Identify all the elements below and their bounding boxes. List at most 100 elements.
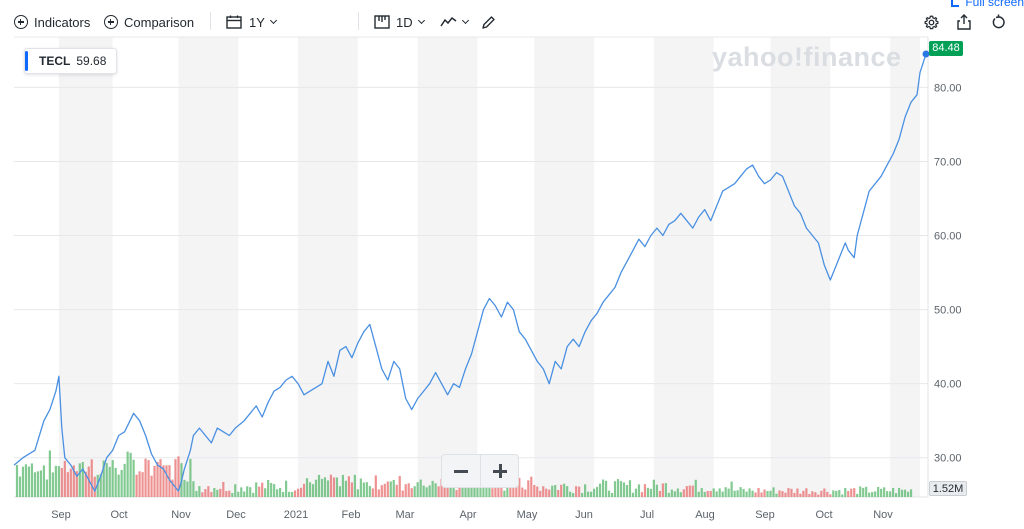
symbol-name: TECL [39,54,71,68]
volume-bar [697,491,700,497]
draw-button[interactable] [481,12,496,32]
toolbar-divider [210,12,211,30]
volume-bar [784,492,787,497]
volume-bar [228,490,231,497]
volume-bar [865,486,868,497]
volume-bar [365,482,368,497]
volume-bar [590,491,593,497]
interval-selector[interactable]: 1D [374,12,425,32]
volume-bar [886,491,889,497]
volume-bar [604,480,608,497]
volume-bar [769,490,772,497]
volume-bar [763,489,766,497]
volume-bar [153,465,156,497]
fullscreen-label: Full screen [965,0,1024,9]
volume-bar [643,484,647,497]
fullscreen-button[interactable]: Full screen [951,0,1024,9]
volume-bar [234,484,237,497]
chart-type-selector[interactable] [440,12,470,32]
volume-bar [335,477,339,497]
volume-bar [213,488,216,497]
volume-bar [36,471,40,497]
volume-bar [748,488,751,497]
volume-bar [706,490,709,497]
volume-bar [285,480,288,497]
volume-bar [189,458,192,497]
volume-bar [60,467,63,497]
volume-bar [344,480,348,497]
volume-bar [625,485,629,497]
settings-button[interactable] [924,12,939,32]
volume-bar [883,487,886,497]
volume-bar [616,479,620,497]
volume-bar [350,482,353,497]
volume-bar [685,486,688,497]
volume-bar [754,492,757,497]
volume-bar [859,486,862,497]
volume-bar [850,488,853,497]
volume-badge: 1.52M [929,481,967,496]
x-axis-labels: Sep Oct Nov Dec 2021 Feb Mar Apr May Jun Jul Aug Sep… [51,509,893,521]
volume-bar [129,452,132,497]
volume-bar [290,492,294,497]
share-button[interactable] [957,12,971,32]
symbol-legend[interactable]: TECL 59.68 [24,48,118,74]
volume-bar [177,456,180,497]
volume-bar [479,485,482,497]
volume-bar [512,479,515,497]
volume-bar [299,487,303,497]
zoom-in-button[interactable] [480,455,518,487]
shaded-band [298,37,358,497]
x-tick-label: Aug [695,509,715,521]
volume-bar [515,486,518,497]
volume-bar [66,472,69,497]
volume-bar [15,464,19,497]
volume-bar [422,485,425,497]
volume-bar [302,483,306,497]
volume-bar [267,479,270,497]
zoom-out-button[interactable] [442,455,480,487]
volume-bar [491,488,494,497]
volume-bar [198,486,201,497]
volume-bar [622,482,626,497]
volume-bar [305,478,309,497]
volume-bar [709,490,712,497]
volume-bar [533,485,536,497]
volume-bar [745,491,748,497]
volume-bar [252,492,255,497]
volume-bar [258,486,261,497]
reset-icon [992,14,1005,29]
volume-bar [521,487,524,497]
volume-bar [81,461,84,497]
x-tick-label: May [517,509,538,521]
volume-bar [688,485,691,497]
indicators-button[interactable]: Indicators [14,12,90,32]
gear-icon [924,15,939,29]
volume-bar [628,480,632,497]
volume-bar [652,479,655,497]
range-selector[interactable]: 1Y [226,12,277,32]
y-tick-label: 70.00 [934,156,962,168]
volume-bar [682,489,685,497]
reset-button[interactable] [991,12,1006,32]
volume-bar [655,484,658,497]
volume-bar [171,479,174,497]
x-tick-label: Jul [640,509,654,521]
volume-bar [186,481,189,497]
volume-bar [467,487,470,497]
x-tick-label: 2021 [284,509,308,521]
volume-bar [39,470,43,497]
volume-bar [661,483,664,497]
comparison-button[interactable]: Comparison [104,12,194,32]
volume-bar [820,490,823,497]
watermark-logo: yahoo!finance [712,42,902,72]
volume-bar [464,486,467,497]
volume-bar [419,479,422,497]
shaded-bands [58,37,921,497]
volume-bar [751,490,754,497]
volume-bar [691,485,694,497]
volume-bar [802,490,805,497]
volume-bar [222,481,225,497]
volume-bar [57,466,60,497]
